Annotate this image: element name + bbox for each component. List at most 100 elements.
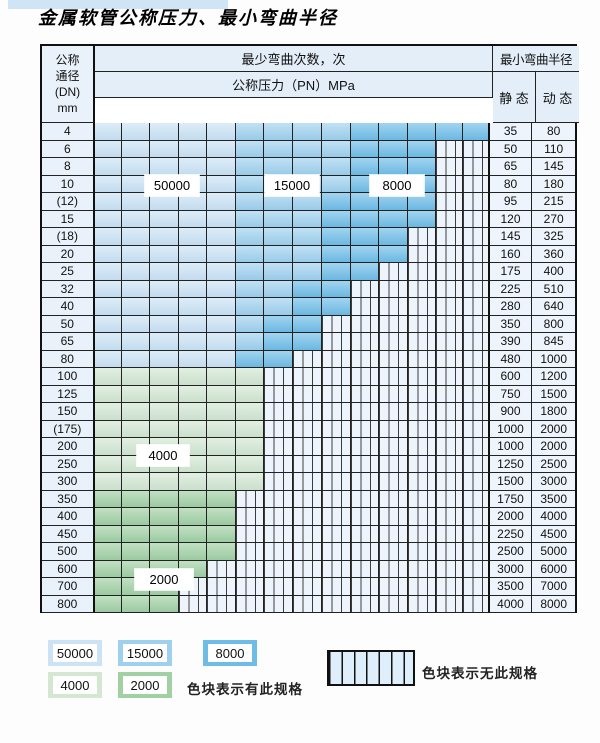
no-spec-cell	[436, 210, 463, 228]
spec-cell	[264, 245, 294, 263]
no-spec-cell	[462, 438, 490, 456]
no-spec-cell	[379, 403, 409, 421]
dynamic-radius-cell: 4000	[532, 508, 575, 526]
dynamic-radius-cell: 8000	[532, 595, 575, 613]
spec-cell	[122, 175, 151, 193]
no-spec-cell	[462, 543, 490, 561]
spec-cell	[122, 403, 151, 421]
spec-cell	[206, 245, 236, 263]
static-radius-cell: 160	[489, 245, 533, 263]
spec-cell	[293, 193, 322, 211]
no-spec-cell	[408, 455, 437, 473]
no-spec-cell	[379, 280, 409, 298]
static-radius-cell: 175	[489, 263, 533, 281]
spec-cell	[94, 263, 123, 281]
no-spec-cell	[462, 333, 490, 351]
has-spec-label: 色块表示有此规格	[187, 682, 303, 697]
spec-cell	[178, 368, 207, 386]
spec-cell	[122, 525, 151, 543]
spec-cell	[122, 280, 151, 298]
no-spec-cell	[350, 315, 380, 333]
spec-cell	[235, 473, 265, 491]
spec-cell	[122, 228, 151, 246]
dn-cell: (175)	[42, 420, 95, 438]
static-radius-cell: 1500	[489, 473, 533, 491]
spec-cell	[350, 245, 380, 263]
no-spec-cell	[436, 578, 463, 596]
spec-cell	[235, 350, 265, 368]
spec-cell	[178, 403, 207, 421]
spec-cell	[122, 263, 151, 281]
spec-cell	[436, 123, 463, 141]
no-spec-cell	[350, 298, 380, 316]
no-spec-cell	[350, 333, 380, 351]
no-spec-cell	[321, 455, 351, 473]
dn-cell: 700	[42, 578, 95, 596]
dynamic-radius-cell: 1200	[532, 368, 575, 386]
no-spec-cell	[408, 438, 437, 456]
no-spec-cell	[436, 158, 463, 176]
spec-cell	[235, 175, 265, 193]
spec-cell	[206, 210, 236, 228]
spec-cell	[150, 123, 179, 141]
table-row: 350 1750 3500	[42, 490, 575, 508]
spec-cell	[178, 420, 207, 438]
spec-cell	[293, 123, 322, 141]
spec-cell	[94, 298, 123, 316]
no-spec-cell	[462, 490, 490, 508]
no-spec-cell	[264, 385, 294, 403]
spec-cell	[235, 123, 265, 141]
no-spec-cell	[436, 508, 463, 526]
no-spec-cell	[436, 438, 463, 456]
spec-cell	[94, 350, 123, 368]
static-radius-cell: 1000	[489, 420, 533, 438]
spec-cell	[206, 508, 236, 526]
no-spec-cell	[379, 490, 409, 508]
static-radius-cell: 3000	[489, 560, 533, 578]
no-spec-cell	[321, 420, 351, 438]
no-spec-cell	[436, 385, 463, 403]
static-radius-cell: 1250	[489, 455, 533, 473]
no-spec-cell	[379, 333, 409, 351]
spec-cell	[293, 245, 322, 263]
dn-cell: 125	[42, 385, 95, 403]
spec-cell	[122, 595, 151, 613]
static-radius-cell: 2000	[489, 508, 533, 526]
zone-value-label: 2000	[135, 569, 193, 590]
no-spec-cell	[436, 333, 463, 351]
spec-cell	[94, 228, 123, 246]
static-column-header: 静 态	[493, 72, 536, 123]
static-radius-cell: 145	[489, 228, 533, 246]
dynamic-radius-cell: 80	[532, 123, 575, 141]
spec-cell	[293, 263, 322, 281]
no-spec-cell	[379, 438, 409, 456]
no-spec-cell	[350, 385, 380, 403]
no-spec-cell	[293, 350, 322, 368]
dynamic-radius-cell: 3000	[532, 473, 575, 491]
spec-cell	[94, 525, 123, 543]
no-spec-cell	[293, 525, 322, 543]
no-spec-cell	[350, 438, 380, 456]
spec-cell	[206, 420, 236, 438]
no-spec-cell	[321, 333, 351, 351]
spec-cell	[178, 158, 207, 176]
table-row: 4 35 80	[42, 123, 575, 141]
spec-cell	[122, 350, 151, 368]
no-spec-cell	[462, 140, 490, 158]
no-spec-cell	[235, 595, 265, 613]
dn-cell: 65	[42, 333, 95, 351]
spec-cell	[150, 385, 179, 403]
spec-cell	[206, 490, 236, 508]
no-spec-cell	[408, 263, 437, 281]
no-spec-cell	[379, 473, 409, 491]
no-spec-cell	[462, 525, 490, 543]
spec-cell	[94, 245, 123, 263]
static-radius-cell: 2500	[489, 543, 533, 561]
no-spec-cell	[350, 508, 380, 526]
no-spec-cell	[321, 595, 351, 613]
no-spec-cell	[462, 298, 490, 316]
dn-column-header: 公称 通径 (DN) mm	[42, 46, 95, 123]
static-radius-cell: 80	[489, 175, 533, 193]
spec-cell	[321, 245, 351, 263]
spec-cell	[150, 490, 179, 508]
